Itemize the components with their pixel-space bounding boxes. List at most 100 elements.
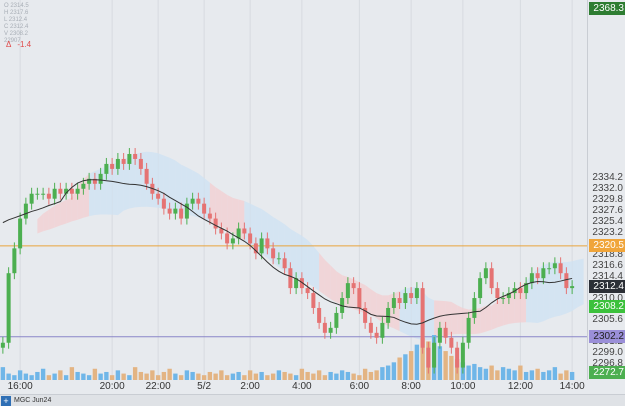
candle-body: [529, 273, 534, 284]
cloud-segment: [503, 292, 509, 326]
volume-bar: [17, 370, 23, 380]
cloud-segment: [491, 301, 498, 330]
volume-bar: [541, 371, 546, 380]
legend-line: C 2312.4: [4, 24, 29, 30]
candle-body: [173, 208, 178, 214]
candle-body: [460, 342, 465, 368]
cloud-segment: [117, 159, 124, 216]
candle-body: [207, 213, 212, 219]
price-badge: 2320.5: [589, 239, 625, 253]
time-tick-label: 4:00: [292, 381, 312, 392]
volume-bar: [305, 371, 310, 380]
candle-body: [144, 168, 149, 184]
cloud-segment: [370, 289, 377, 319]
time-tick-label: 6:00: [349, 381, 370, 392]
candle-body: [443, 327, 448, 338]
candle-body: [558, 263, 563, 274]
volume-bar: [167, 368, 172, 380]
candle-body: [6, 273, 11, 343]
price-tick-label: 2327.6: [592, 205, 623, 217]
volume-bar: [247, 370, 253, 380]
candle-body: [501, 298, 506, 300]
volume-bar: [316, 370, 322, 380]
cloud-segment: [215, 187, 222, 227]
chart-tab[interactable]: + MGC Jun24: [0, 395, 51, 406]
volume-bar: [58, 370, 63, 380]
candle-body: [294, 278, 299, 289]
candle-body: [253, 243, 258, 254]
candle-body: [299, 278, 304, 289]
candle-body: [75, 188, 80, 194]
volume-bar: [477, 367, 483, 380]
volume-bar: [403, 354, 408, 380]
candle-body: [271, 248, 276, 259]
volume-bar: [449, 355, 454, 380]
candle-body: [478, 278, 483, 299]
volume-bar: [397, 357, 402, 380]
delta-label: Δ: [6, 40, 12, 49]
candle-body: [541, 268, 546, 279]
volume-bar: [351, 373, 356, 380]
volume-bar: [184, 370, 190, 380]
time-tick-label: 10:00: [450, 381, 476, 392]
volume-bar: [121, 373, 126, 380]
cloud-segment: [169, 157, 176, 212]
time-axis[interactable]: 16:00 20:00 22:00 5/2 2:00 4:00 6:00 8:00 10:00 1…: [0, 380, 587, 394]
volume-bar: [339, 370, 345, 380]
candle-body: [351, 283, 356, 289]
cloud-segment: [572, 259, 578, 311]
volume-bar: [276, 370, 282, 380]
volume-bar: [357, 375, 362, 380]
cloud-segment: [43, 209, 49, 232]
candle-body: [483, 268, 488, 279]
candle-body: [409, 293, 414, 299]
volume-bar: [219, 370, 224, 380]
price-tick-label: 2334.2: [592, 172, 623, 184]
volume-bar: [293, 375, 299, 380]
cloud-segment: [209, 182, 216, 224]
volume-bar: [242, 375, 247, 380]
candle-body: [328, 327, 333, 333]
cloud-segment: [577, 258, 584, 308]
price-tick-label: 2305.6: [592, 314, 623, 326]
cloud-segment: [48, 205, 55, 230]
time-tick-label: 20:00: [99, 381, 125, 392]
volume-bar: [414, 344, 420, 380]
volume-bar: [46, 375, 52, 380]
candle-body: [276, 258, 281, 260]
time-tick-label: 12:00: [507, 381, 533, 392]
volume-bar: [201, 375, 207, 380]
volume-bar: [408, 351, 414, 380]
candle-body: [535, 273, 540, 279]
price-tick-label: 2316.6: [592, 259, 623, 271]
candle-body: [345, 283, 350, 299]
volume-bar: [443, 351, 448, 380]
volume-bar: [489, 365, 494, 380]
volume-bar: [564, 370, 569, 380]
delta-label: -1.4: [17, 40, 32, 49]
volume-bar: [75, 371, 80, 380]
candle-body: [322, 322, 327, 333]
cloud-segment: [508, 289, 515, 324]
candle-body: [368, 322, 373, 333]
volume-bar: [569, 371, 575, 380]
plus-icon[interactable]: +: [1, 395, 11, 406]
cloud-segment: [66, 197, 72, 224]
cloud-segment: [129, 153, 136, 209]
cloud-segment: [457, 305, 463, 335]
candle-body: [472, 298, 477, 318]
volume-bar: [155, 375, 161, 380]
price-axis[interactable]: 2334.2 2332.0 2329.8 2327.6 2325.4 2323.2 2318…: [587, 0, 625, 380]
volume-bars: [0, 335, 575, 380]
candle-body: [46, 193, 51, 199]
time-tick-label: 5/2: [197, 381, 212, 392]
candle-body: [506, 293, 511, 299]
cloud-segment: [393, 291, 400, 332]
candle-body: [41, 193, 46, 195]
candle-body: [518, 288, 523, 294]
volume-bar: [29, 375, 34, 380]
volume-bar: [132, 367, 138, 380]
price-chart[interactable]: [0, 0, 587, 380]
candle-body: [248, 233, 253, 244]
volume-bar: [259, 371, 264, 380]
